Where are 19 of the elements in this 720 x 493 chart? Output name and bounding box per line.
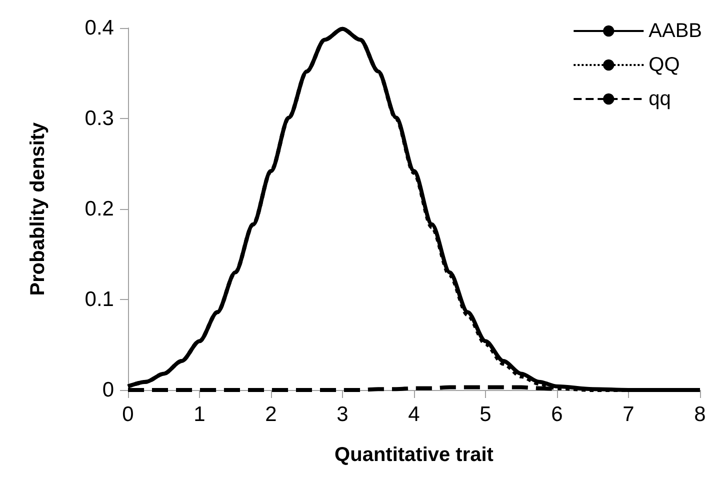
legend-label: AABB: [648, 20, 702, 42]
x-tick-label: 0: [122, 403, 134, 426]
y-tick-label: 0.1: [84, 288, 114, 311]
y-tick-label: 0.4: [84, 16, 114, 40]
x-tick-label: 6: [551, 403, 563, 426]
x-tick-label: 1: [194, 403, 206, 426]
x-tick-label: 2: [265, 403, 277, 426]
x-tick-label: 4: [408, 403, 420, 426]
x-tick-label: 7: [622, 403, 634, 426]
x-tick-label: 3: [336, 403, 348, 426]
legend-label: QQ: [648, 54, 680, 76]
y-tick-label: 0.3: [84, 107, 114, 130]
y-tick-label: 0: [102, 378, 114, 402]
x-tick-label: 8: [694, 403, 706, 426]
legend-label: qq: [648, 88, 671, 110]
y-tick-label: 0.2: [84, 198, 114, 220]
x-tick-label: 5: [480, 403, 492, 426]
x-axis-title: Quantitative trait: [334, 444, 494, 466]
y-axis-title: Probablity density: [27, 121, 49, 296]
